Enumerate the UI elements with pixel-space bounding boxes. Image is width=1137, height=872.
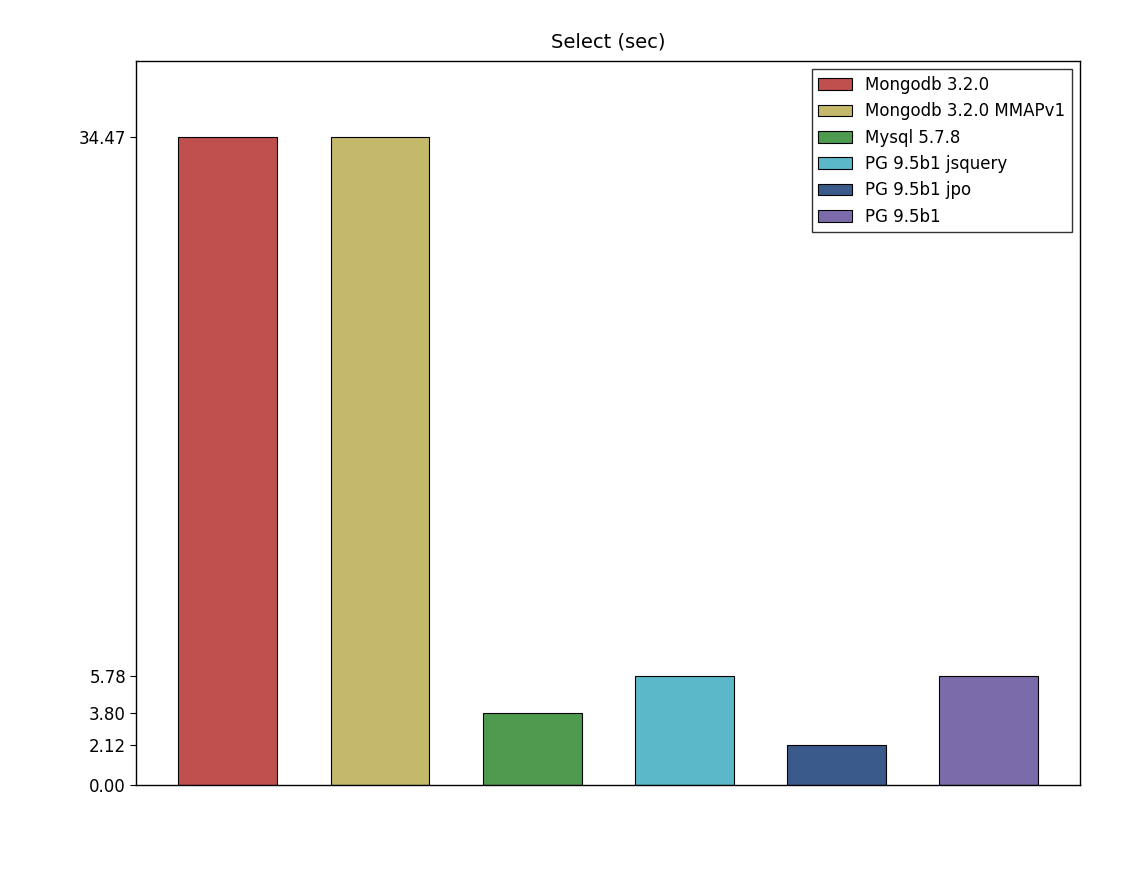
Title: Select (sec): Select (sec) [551, 32, 665, 51]
Bar [331, 137, 430, 785]
Bar [634, 676, 733, 785]
Bar [483, 713, 582, 785]
Bar [179, 137, 277, 785]
Legend: Mongodb 3.2.0, Mongodb 3.2.0 MMAPv1, Mysql 5.7.8, PG 9.5b1 jsquery, PG 9.5b1 jpo: Mongodb 3.2.0, Mongodb 3.2.0 MMAPv1, Mys… [812, 70, 1072, 232]
Bar [939, 676, 1038, 785]
Bar [787, 745, 886, 785]
